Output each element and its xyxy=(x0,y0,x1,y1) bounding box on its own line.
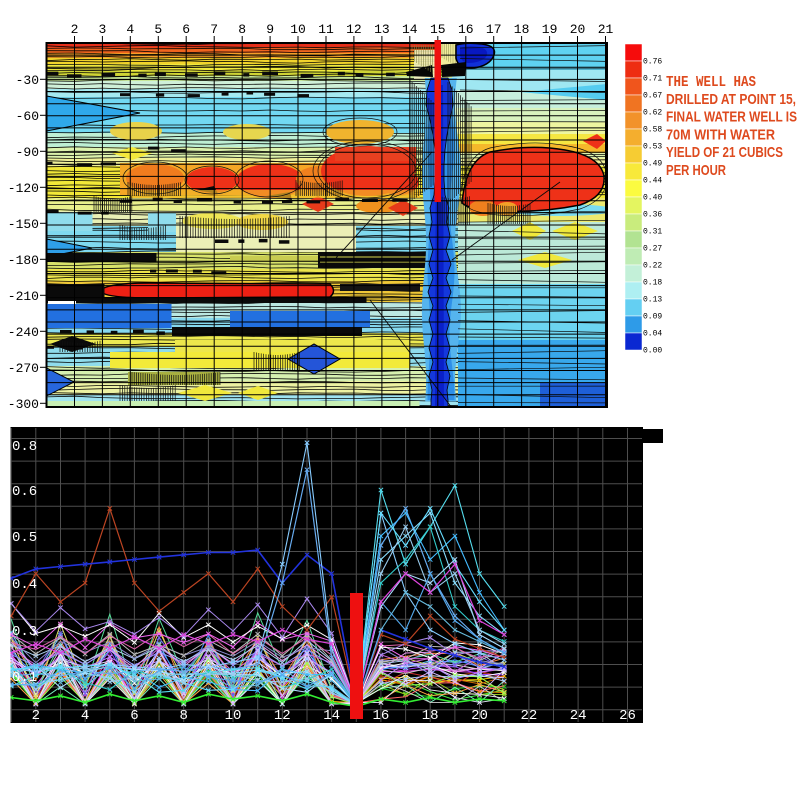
svg-text:0.62: 0.62 xyxy=(643,109,662,118)
svg-text:0.4: 0.4 xyxy=(12,577,37,593)
svg-text:0.09: 0.09 xyxy=(643,313,662,322)
svg-text:16: 16 xyxy=(458,22,474,37)
svg-text:9: 9 xyxy=(266,22,274,37)
svg-text:26: 26 xyxy=(619,708,636,724)
svg-text:14: 14 xyxy=(402,22,418,37)
svg-text:-300: -300 xyxy=(8,397,39,412)
svg-text:8: 8 xyxy=(179,708,187,724)
svg-text:0.36: 0.36 xyxy=(643,211,662,220)
svg-text:PER HOUR: PER HOUR xyxy=(666,162,726,179)
svg-text:0.6: 0.6 xyxy=(12,484,37,500)
svg-text:12: 12 xyxy=(274,708,291,724)
svg-text:-210: -210 xyxy=(8,289,39,304)
svg-text:0.40: 0.40 xyxy=(643,194,662,203)
svg-text:2: 2 xyxy=(32,708,40,724)
svg-text:-90: -90 xyxy=(16,145,39,160)
svg-text:0.71: 0.71 xyxy=(643,75,662,84)
svg-text:17: 17 xyxy=(486,22,502,37)
svg-text:13: 13 xyxy=(374,22,390,37)
svg-text:DRILLED AT POINT 15,: DRILLED AT POINT 15, xyxy=(666,91,796,108)
svg-text:18: 18 xyxy=(422,708,439,724)
svg-text:0.22: 0.22 xyxy=(643,262,662,271)
svg-text:YIELD OF 21 CUBICS: YIELD OF 21 CUBICS xyxy=(666,144,783,161)
svg-text:18: 18 xyxy=(514,22,530,37)
svg-text:10: 10 xyxy=(290,22,306,37)
svg-text:0.44: 0.44 xyxy=(643,177,662,186)
svg-text:0.04: 0.04 xyxy=(643,330,662,339)
svg-text:20: 20 xyxy=(471,708,488,724)
svg-text:21: 21 xyxy=(598,22,614,37)
svg-text:-180: -180 xyxy=(8,253,39,268)
svg-text:8: 8 xyxy=(238,22,246,37)
svg-text:0.27: 0.27 xyxy=(643,245,662,254)
svg-text:0.00: 0.00 xyxy=(643,347,662,356)
svg-text:5: 5 xyxy=(154,22,162,37)
svg-text:0.13: 0.13 xyxy=(643,296,662,305)
svg-text:0.5: 0.5 xyxy=(12,530,37,546)
svg-text:0.49: 0.49 xyxy=(643,160,662,169)
svg-text:-30: -30 xyxy=(16,73,39,88)
svg-text:10: 10 xyxy=(225,708,242,724)
svg-text:0.67: 0.67 xyxy=(643,92,662,101)
svg-text:-150: -150 xyxy=(8,217,39,232)
svg-text:22: 22 xyxy=(520,708,537,724)
svg-text:4: 4 xyxy=(126,22,134,37)
svg-text:20: 20 xyxy=(570,22,586,37)
svg-text:0.31: 0.31 xyxy=(643,228,662,237)
svg-text:0.1: 0.1 xyxy=(12,670,37,686)
svg-text:THE WELL HAS: THE WELL HAS xyxy=(666,74,756,91)
svg-text:4: 4 xyxy=(81,708,89,724)
svg-text:12: 12 xyxy=(346,22,362,37)
svg-text:24: 24 xyxy=(570,708,587,724)
svg-text:11: 11 xyxy=(318,22,334,37)
svg-text:FINAL WATER WELL IS: FINAL WATER WELL IS xyxy=(666,109,797,126)
svg-text:-240: -240 xyxy=(8,325,39,340)
svg-text:-60: -60 xyxy=(16,109,39,124)
svg-text:-120: -120 xyxy=(8,181,39,196)
svg-text:0.76: 0.76 xyxy=(643,58,662,67)
svg-text:19: 19 xyxy=(542,22,558,37)
svg-text:0.3: 0.3 xyxy=(12,624,37,640)
svg-text:2: 2 xyxy=(71,22,79,37)
svg-text:70M WITH WATER: 70M WITH WATER xyxy=(666,126,775,143)
svg-text:3: 3 xyxy=(98,22,106,37)
svg-text:6: 6 xyxy=(130,708,138,724)
svg-text:14: 14 xyxy=(323,708,340,724)
svg-text:0.53: 0.53 xyxy=(643,143,662,152)
svg-text:6: 6 xyxy=(182,22,190,37)
svg-text:-270: -270 xyxy=(8,361,39,376)
svg-text:0.8: 0.8 xyxy=(12,439,37,455)
svg-text:0.58: 0.58 xyxy=(643,126,662,135)
svg-text:15: 15 xyxy=(430,22,446,37)
svg-text:16: 16 xyxy=(372,708,389,724)
svg-text:0.18: 0.18 xyxy=(643,279,662,288)
svg-text:7: 7 xyxy=(210,22,218,37)
